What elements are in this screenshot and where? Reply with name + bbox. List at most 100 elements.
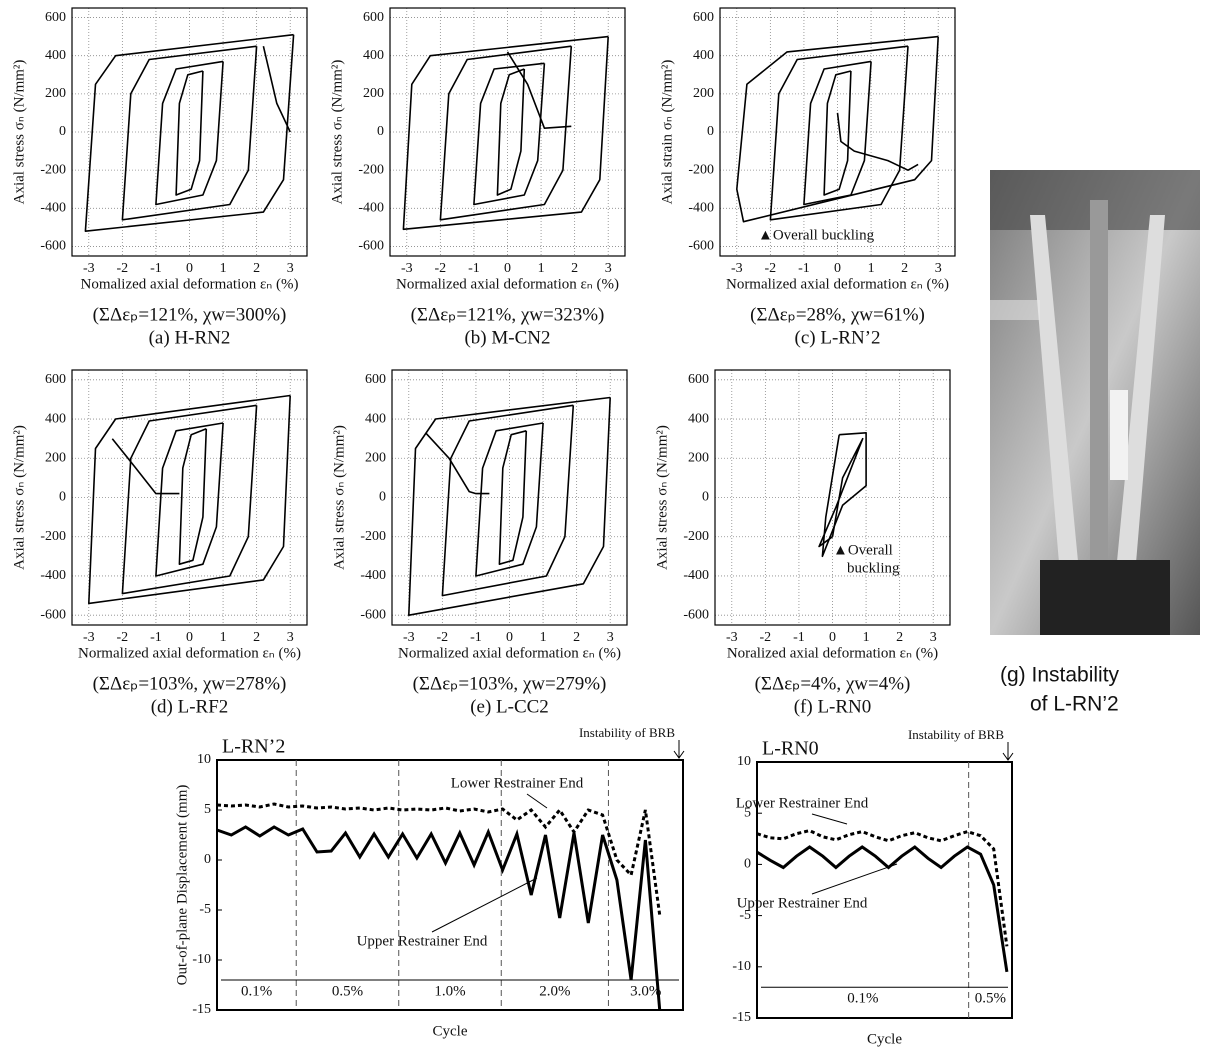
x-tick-label: 2 bbox=[901, 261, 908, 276]
y-tick-label: -10 bbox=[732, 959, 751, 974]
y-tick-label: 5 bbox=[744, 805, 751, 820]
y-tick-label: -400 bbox=[360, 568, 386, 583]
x-tick-label: -2 bbox=[437, 630, 449, 645]
x-tick-label: 2 bbox=[573, 630, 580, 645]
series-pointer bbox=[811, 863, 898, 895]
y-tick-label: 10 bbox=[737, 754, 751, 769]
x-tick-label: -1 bbox=[468, 261, 480, 276]
annotation: Instability of BRB bbox=[579, 725, 675, 740]
x-tick-label: 2 bbox=[896, 630, 903, 645]
y-tick-label: 600 bbox=[688, 372, 709, 387]
x-tick-label: 1 bbox=[540, 630, 547, 645]
hysteresis-loop bbox=[475, 422, 544, 577]
y-tick-label: -400 bbox=[688, 201, 714, 216]
photo-caption: (g) Instability bbox=[1000, 664, 1120, 687]
x-tick-label: -1 bbox=[798, 261, 810, 276]
y-tick-label: 200 bbox=[693, 86, 714, 101]
x-tick-label: 2 bbox=[571, 261, 578, 276]
y-tick-label: -200 bbox=[683, 529, 709, 544]
panel-caption: (e) L-CC2 bbox=[470, 696, 549, 717]
x-tick-label: -2 bbox=[435, 261, 447, 276]
x-tick-label: -3 bbox=[401, 261, 413, 276]
plot-frame bbox=[71, 369, 308, 626]
x-tick-label: -2 bbox=[760, 630, 772, 645]
x-tick-label: 0 bbox=[186, 630, 193, 645]
stats-note: (ΣΔεₚ=121%, χw=300%) bbox=[93, 304, 287, 325]
stats-note: (ΣΔεₚ=121%, χw=323%) bbox=[411, 304, 605, 325]
phase-label: 0.5% bbox=[975, 991, 1006, 1007]
hysteresis-loop bbox=[769, 45, 909, 221]
hysteresis-loop bbox=[402, 35, 609, 231]
y-tick-label: 0 bbox=[377, 124, 384, 139]
hysteresis-loop bbox=[736, 35, 939, 223]
displacement-line bbox=[216, 825, 662, 1011]
x-tick-label: -2 bbox=[117, 630, 129, 645]
y-tick-label: 200 bbox=[363, 86, 384, 101]
series-label: Upper Restrainer End bbox=[737, 895, 868, 911]
x-tick-label: 0 bbox=[829, 630, 836, 645]
y-tick-label: -600 bbox=[683, 607, 709, 622]
y-tick-label: -600 bbox=[40, 239, 66, 254]
y-tick-label: -15 bbox=[732, 1010, 751, 1025]
x-tick-label: 3 bbox=[287, 261, 294, 276]
annotation-arrow bbox=[673, 740, 685, 759]
panel-caption: (f) L-RN0 bbox=[794, 696, 872, 717]
hysteresis-loop bbox=[155, 60, 224, 206]
hysteresis-loop bbox=[821, 432, 867, 558]
y-axis-label: Axial stress σₙ (N/mm²) bbox=[331, 425, 347, 570]
panel-caption: (d) L-RF2 bbox=[151, 696, 229, 717]
y-tick-label: 600 bbox=[363, 10, 384, 25]
y-tick-label: -400 bbox=[683, 568, 709, 583]
hysteresis-loop bbox=[175, 70, 204, 196]
annotation: buckling bbox=[847, 560, 900, 576]
y-tick-label: -200 bbox=[358, 162, 384, 177]
y-tick-label: 10 bbox=[197, 752, 211, 767]
x-axis-label: Normalized axial deformation εₙ (%) bbox=[398, 645, 621, 661]
y-tick-label: -200 bbox=[40, 529, 66, 544]
y-tick-label: 0 bbox=[59, 490, 66, 505]
y-tick-label: -400 bbox=[40, 568, 66, 583]
x-tick-label: -1 bbox=[793, 630, 805, 645]
chart-title: L-RN0 bbox=[762, 738, 819, 760]
x-tick-label: 3 bbox=[287, 630, 294, 645]
y-tick-label: 200 bbox=[365, 450, 386, 465]
chart-title: L-RN’2 bbox=[222, 736, 285, 758]
y-tick-label: 600 bbox=[45, 372, 66, 387]
stats-note: (ΣΔεₚ=103%, χw=278%) bbox=[93, 673, 287, 694]
hysteresis-loop bbox=[818, 437, 864, 548]
y-tick-label: -5 bbox=[739, 908, 751, 923]
plot-frame bbox=[391, 369, 628, 626]
x-tick-label: -2 bbox=[765, 261, 777, 276]
x-tick-label: 0 bbox=[504, 261, 511, 276]
series-label: Lower Restrainer End bbox=[736, 795, 869, 811]
x-tick-label: 1 bbox=[868, 261, 875, 276]
photo bbox=[990, 170, 1200, 635]
x-axis-label: Cycle bbox=[867, 1031, 902, 1047]
x-axis-label: Cycle bbox=[433, 1023, 468, 1039]
phase-label: 0.1% bbox=[241, 983, 272, 999]
annotation: Instability of BRB bbox=[908, 727, 1004, 742]
y-tick-label: 400 bbox=[45, 411, 66, 426]
phase-label: 1.0% bbox=[434, 983, 465, 999]
x-axis-label: Noralized axial deformation εₙ (%) bbox=[727, 645, 938, 661]
x-tick-label: -3 bbox=[403, 630, 415, 645]
y-tick-label: 600 bbox=[693, 10, 714, 25]
displacement-line bbox=[756, 845, 1009, 973]
hysteresis-loop bbox=[425, 432, 490, 495]
hysteresis-loop bbox=[121, 404, 258, 595]
y-axis-label: Axial stress σₙ (N/mm²) bbox=[11, 60, 27, 205]
series-label: Lower Restrainer End bbox=[451, 775, 584, 791]
y-tick-label: 0 bbox=[702, 490, 709, 505]
stats-note: (ΣΔεₚ=28%, χw=61%) bbox=[750, 304, 925, 325]
x-axis-label: Normalized axial deformation εₙ (%) bbox=[396, 276, 619, 292]
hysteresis-loop bbox=[262, 46, 291, 133]
hysteresis-loop bbox=[496, 68, 526, 196]
x-tick-label: 2 bbox=[253, 630, 260, 645]
x-tick-label: 2 bbox=[253, 261, 260, 276]
plot-frame bbox=[216, 759, 684, 1011]
y-axis-label: Axial stress σₙ (N/mm²) bbox=[329, 60, 345, 205]
x-axis-label: Nomalized axial deformation εₙ (%) bbox=[80, 276, 298, 292]
annotation: ▲Overall bbox=[833, 542, 893, 558]
hysteresis-loop bbox=[439, 45, 573, 221]
y-tick-label: 400 bbox=[688, 411, 709, 426]
